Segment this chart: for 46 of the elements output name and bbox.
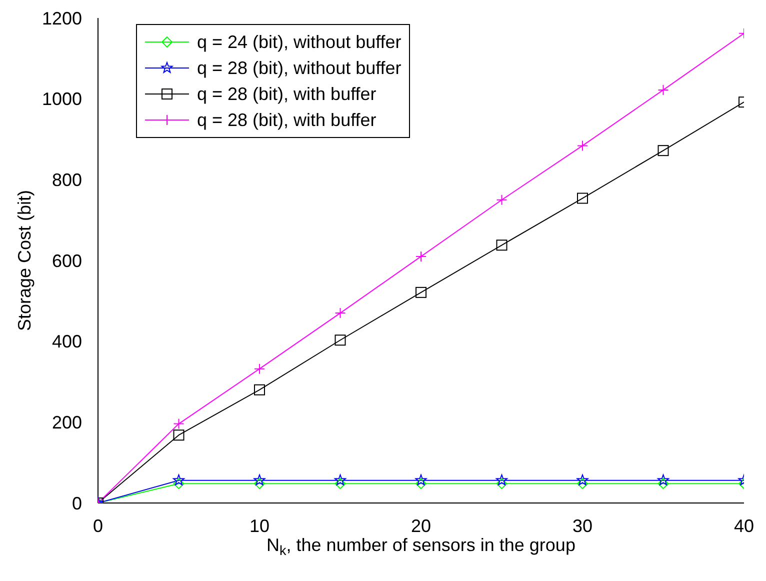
point — [416, 250, 426, 262]
x-tick-label: 0 — [92, 516, 104, 536]
point — [334, 474, 346, 486]
point — [173, 474, 184, 486]
x-tick-label: 10 — [249, 516, 270, 536]
point — [658, 478, 669, 490]
point — [334, 308, 346, 319]
point — [496, 474, 508, 486]
y-tick-label: 0 — [72, 493, 82, 514]
y-axis-title: Storage Cost (bit) — [14, 190, 34, 332]
point — [173, 430, 184, 441]
point — [173, 418, 184, 430]
legend-label: q = 28 (bit), without buffer — [197, 57, 402, 80]
point — [577, 192, 588, 204]
point — [416, 286, 426, 298]
x-axis-title: N$_{k}$, the number of sensors in the group — [266, 535, 576, 558]
x-tick-label: 20 — [410, 516, 432, 536]
x-tick-label: 30 — [572, 516, 593, 536]
point — [254, 474, 266, 486]
point — [254, 384, 265, 396]
point — [173, 478, 184, 490]
point — [577, 140, 588, 152]
point — [415, 474, 427, 486]
point — [334, 334, 346, 346]
x-tick-label: 40 — [734, 516, 754, 536]
point — [576, 474, 588, 486]
y-tick-label: 1200 — [42, 8, 82, 28]
point — [658, 145, 669, 156]
point — [254, 478, 265, 490]
y-tick-label: 600 — [52, 250, 82, 271]
y-tick-label: 800 — [52, 170, 82, 190]
legend-label: q = 24 (bit), without buffer — [197, 31, 402, 54]
point — [658, 474, 669, 486]
point — [496, 478, 508, 490]
point — [496, 240, 508, 251]
y-tick-label: 400 — [52, 332, 82, 352]
legend-label: q = 28 (bit), with buffer — [197, 109, 376, 132]
point — [254, 363, 265, 374]
point — [577, 478, 588, 490]
y-tick-label: 1000 — [42, 89, 82, 110]
point — [496, 194, 508, 206]
point — [658, 84, 669, 96]
point — [334, 478, 346, 490]
legend-label: q = 28 (bit), with buffer — [197, 83, 376, 106]
point — [416, 478, 426, 490]
y-tick-label: 200 — [52, 412, 82, 433]
